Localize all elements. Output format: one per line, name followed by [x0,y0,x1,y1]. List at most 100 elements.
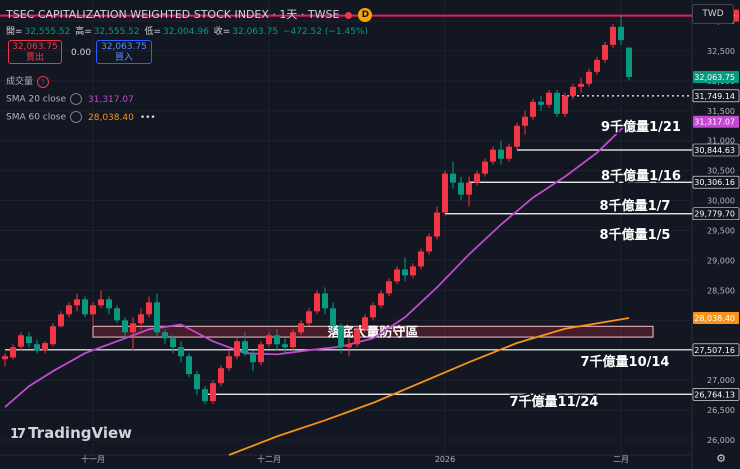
candle-body [458,182,464,195]
candle-body [554,92,560,114]
price-tag-label: 31,317.07 [694,118,735,127]
candle-body [578,83,584,87]
price-tag [692,387,740,401]
time-tick-label: 十二月 [257,454,281,464]
candle-body [602,44,608,60]
buy-button[interactable]: 32,063.75 買入 [96,40,152,64]
candle-body [106,299,112,309]
candle-body [154,302,160,333]
candle-body [426,236,432,252]
sma60-indicator[interactable]: SMA 60 close 28,038.40 ••• [6,111,156,123]
candle-body [506,146,512,159]
volume-indicator[interactable]: 成交量! [6,74,50,88]
candle-body [146,302,152,315]
price-tag [692,175,740,189]
candle-body [434,212,440,237]
price-tag-label: 28,038.40 [694,314,735,323]
volume-level-label: 8千億量1/16 [601,168,681,184]
volume-level-label: 7千億量11/24 [510,394,599,410]
candle-body [210,383,216,402]
tv-logo-icon: 17 [10,427,26,442]
candle-body [410,266,416,276]
candle-body [514,125,520,147]
chart-header: TSEC CAPITALIZATION WEIGHTED STOCK INDEX… [6,6,373,22]
volume-level-label: 8千億量1/7 [600,198,671,214]
candle-body [450,173,456,183]
support-zone-box [92,325,654,338]
candle-body [306,311,312,324]
price-tag-label: 32,063.75 [694,73,735,82]
price-tag-label: 30,844.63 [694,146,735,155]
price-tick-label: 31,000 [707,137,735,146]
sma20-value: 31,317.07 [88,94,134,105]
tradingview-logo: 17 TradingView [10,424,133,442]
candle-body [418,251,424,267]
candle-body [226,356,232,369]
candle-body [18,335,24,347]
candle-body [90,305,96,315]
price-tick-label: 29,500 [707,226,735,235]
circle-icon [70,93,82,105]
price-tick-label: 30,500 [707,167,735,176]
candle-body [402,269,408,276]
candle-body [522,116,528,126]
candle-body [610,26,616,45]
sma20-indicator[interactable]: SMA 20 close 31,317.07 [6,93,134,105]
candle-body [378,293,384,306]
candle-body [194,374,200,390]
delayed-badge: D [358,8,373,22]
candle-body [442,173,448,213]
candle-body [114,308,120,321]
sell-button[interactable]: 32,063.75 賣出 [8,40,62,64]
candle-body [162,332,168,339]
symbol-title[interactable]: TSEC CAPITALIZATION WEIGHTED STOCK INDEX… [6,8,340,21]
volume-level-label: 8千億量1/5 [600,227,671,243]
candle-body [626,47,632,77]
candle-body [330,308,336,327]
time-tick-label: 2026 [435,455,455,464]
candle-body [250,353,256,363]
candle-body [66,305,72,315]
low-value: 32,004.96 [163,27,209,37]
time-tick-label: 二月 [613,455,629,464]
candle-body [474,173,480,183]
gear-icon[interactable]: ⚙ [716,452,726,465]
candle-body [170,338,176,348]
price-tag [692,207,740,221]
candle-body [322,293,328,309]
candle-body [562,95,568,114]
market-status-icon [345,11,353,19]
open-value: 32,555.52 [24,27,71,37]
candle-body [394,269,400,282]
price-tag [692,343,740,357]
price-tick-label: 26,000 [707,436,735,445]
candle-body [202,389,208,402]
candle-body [338,326,344,348]
candle-body [50,326,56,345]
candle-body [266,335,272,345]
change-value: −472.52 (−1.45%) [282,27,368,37]
price-tick-label: 32,500 [707,47,735,56]
candle-body [354,329,360,345]
candle-body [138,314,144,324]
candle-body [538,101,544,105]
close-value: 32,063.75 [232,27,279,37]
more-options-icon[interactable]: ••• [139,112,156,123]
currency-button[interactable]: TWD [692,4,734,24]
price-tick-label: 26,500 [707,406,735,415]
price-tag-label: 26,764.13 [694,390,735,399]
price-tag-label: 31,749.14 [694,92,735,101]
candle-body [2,356,8,360]
candle-body [290,332,296,348]
sma20-line [4,121,630,408]
price-tag-label: 27,507.16 [694,346,735,355]
warning-icon: ! [37,75,50,88]
candle-body [258,344,264,363]
candle-body [282,344,288,348]
candle-body [178,347,184,357]
candle-body [74,299,80,306]
price-tag [692,89,740,103]
candle-body [26,336,32,344]
